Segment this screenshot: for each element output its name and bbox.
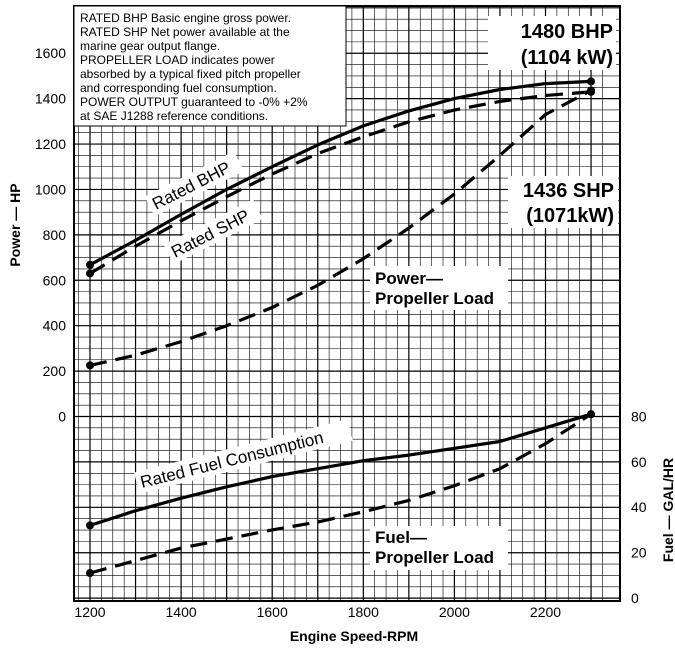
note-line: absorbed by a typical fixed pitch propel… [80,67,301,81]
note-line: RATED BHP Basic engine gross power. [80,11,291,25]
x-tick-label: 2000 [439,604,470,620]
shp-rating-label: 1436 SHP [523,180,614,202]
power-tick-label: 1200 [35,136,66,152]
series-line-power-propeller-load [89,89,592,367]
power-tick-label: 1400 [35,91,66,107]
note-line: RATED SHP Net power available at the [80,25,290,39]
notes-box: RATED BHP Basic engine gross power. RATE… [73,5,347,127]
power-tick-label: 400 [43,318,67,334]
power-tick-label: 200 [43,363,67,379]
x-axis-title: Engine Speed-RPM [290,628,418,644]
rating-annotations: 1480 BHP (1104 kW) 1436 SHP (1071kW) [488,16,618,228]
x-tick-label: 2200 [530,604,561,620]
shp-rating-kw-label: (1071kW) [526,205,614,227]
data-point-fuel-propeller-load [587,410,596,419]
power-tick-label: 600 [43,272,67,288]
axis-ticks: 1200 1400 1600 1800 2000 22000200400600800100… [35,45,647,620]
series-line-rated-fuel-consumption [89,412,592,527]
data-point-power-propeller-load [587,86,596,95]
power-tick-label: 0 [58,409,66,425]
fuel-axis-title: Fuel — GAL/HR [660,458,675,562]
rated-bhp-label: Rated BHP [149,158,233,214]
note-line: marine gear output flange. [80,39,220,53]
power-tick-label: 1000 [35,181,66,197]
power-tick-label: 1600 [35,45,66,61]
note-line: at SAE J1288 reference conditions. [80,109,268,123]
data-point-power-propeller-load [86,361,94,370]
bhp-rating-label: 1480 BHP [521,21,613,43]
rated-fuel-consumption-label: Rated Fuel Consumption [138,428,325,492]
fuel-tick-label: 20 [631,545,647,561]
series-line-fuel-propeller-load [89,412,592,575]
fuel-tick-label: 60 [631,454,647,470]
x-tick-label: 1800 [348,604,379,620]
power-axis-title: Power — HP [7,183,23,266]
plot-frame [73,5,621,602]
note-line: PROPELLER LOAD indicates power [80,53,275,67]
note-line: and corresponding fuel consumption. [80,81,277,95]
note-line: POWER OUTPUT guaranteed to -0% +2% [80,95,308,109]
series-layer [86,77,596,578]
bhp-rating-kw-label: (1104 kW) [521,47,613,69]
notes-box-background [73,5,347,127]
series-line-rated-shp [89,90,592,275]
fuel-propeller-load-label-line2: Propeller Load [375,548,494,567]
data-point-rated-shp [86,269,94,278]
fuel-tick-label: 0 [631,590,639,606]
data-point-rated-fuel-consumption [86,521,94,530]
x-tick-label: 1600 [257,604,288,620]
series-line-rated-bhp [89,79,592,267]
fuel-tick-label: 40 [631,499,647,515]
fuel-tick-label: 80 [631,408,647,424]
power-propeller-load-label-line1: Power— [375,269,443,288]
data-point-rated-bhp [587,77,596,86]
data-point-rated-bhp [86,260,94,269]
x-tick-label: 1400 [166,604,197,620]
fuel-propeller-load-label-line1: Fuel— [375,528,427,547]
power-propeller-load-label-line2: Propeller Load [375,289,494,308]
x-tick-label: 1200 [74,604,105,620]
power-tick-label: 800 [43,227,67,243]
data-point-fuel-propeller-load [86,569,94,578]
